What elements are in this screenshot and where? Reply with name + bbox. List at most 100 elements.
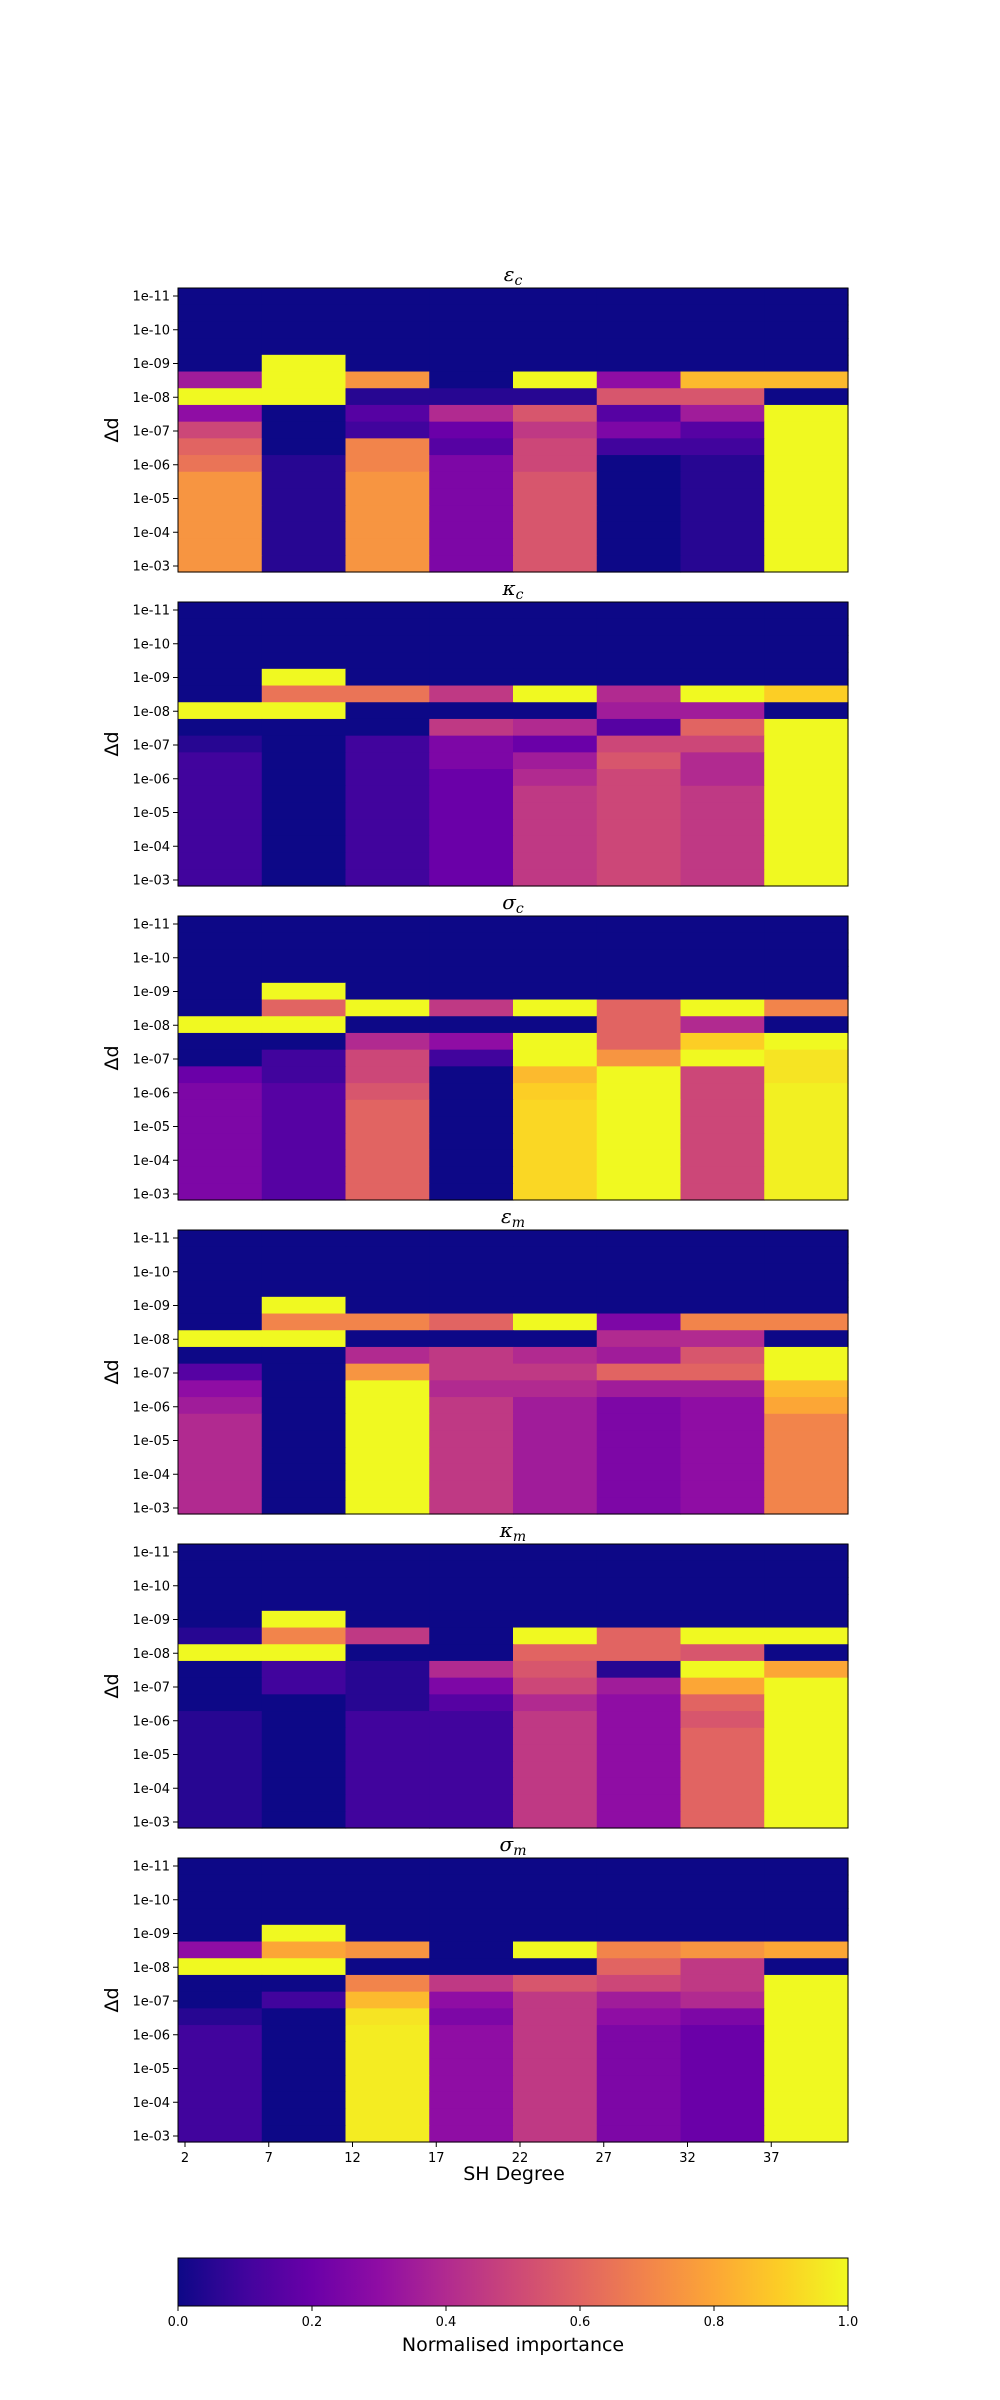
heatmap-cell — [345, 1811, 430, 1829]
panel-frame — [177, 287, 849, 573]
y-tick-label: 1e-04 — [132, 840, 170, 855]
y-tick-label: 1e-10 — [132, 637, 170, 652]
heatmap-cell — [596, 1677, 682, 1695]
heatmap-cell — [178, 932, 263, 951]
heatmap-cell — [513, 1811, 598, 1829]
heatmap-cell — [764, 1049, 849, 1067]
heatmap-cell — [596, 1777, 682, 1796]
y-tick-label: 1e-11 — [132, 290, 170, 305]
heatmap-cell — [429, 1116, 514, 1134]
heatmap-cell — [513, 1263, 598, 1281]
heatmap-cell — [513, 1083, 598, 1101]
heatmap-cell — [345, 2008, 430, 2026]
heatmap-cell — [345, 752, 430, 770]
heatmap-cell — [764, 1280, 849, 1298]
heatmap-cell — [764, 1777, 849, 1796]
heatmap-cell — [596, 2091, 682, 2110]
heatmap-cell — [513, 1544, 598, 1562]
heatmap-cell — [596, 652, 682, 670]
heatmap-cell — [513, 1430, 598, 1448]
heatmap-cell — [513, 718, 598, 737]
heatmap-cell — [429, 999, 514, 1017]
heatmap-cell — [345, 1430, 430, 1448]
y-tick-label: 1e-06 — [132, 1714, 170, 1729]
heatmap-cell — [345, 1577, 430, 1595]
heatmap-cell — [178, 1380, 263, 1398]
heatmap-cell — [178, 916, 263, 934]
x-tick-label: 27 — [595, 2151, 612, 2166]
heatmap-cell — [178, 1280, 263, 1298]
heatmap-cell — [680, 1577, 765, 1595]
heatmap-cell — [261, 769, 347, 787]
heatmap-cell — [261, 602, 347, 620]
heatmap-cell — [764, 288, 849, 306]
heatmap-cell — [178, 835, 263, 854]
heatmap-cell — [261, 1924, 347, 1943]
y-tick-label: 1e-11 — [132, 604, 170, 619]
heatmap-cell — [261, 1230, 347, 1248]
heatmap-cell — [680, 1727, 765, 1746]
heatmap-cell — [513, 1413, 598, 1432]
heatmap-cell — [680, 1447, 765, 1465]
heatmap-cell — [596, 1644, 682, 1662]
heatmap-cell — [764, 354, 849, 373]
heatmap-cell — [764, 1313, 849, 1331]
heatmap-cell — [764, 2108, 849, 2126]
heatmap-cell — [345, 455, 430, 473]
heatmap-cell — [178, 1941, 263, 1959]
heatmap-cell — [764, 1544, 849, 1562]
heatmap-cell — [429, 769, 514, 787]
heatmap-cell — [513, 1230, 598, 1248]
heatmap-cell — [429, 1463, 514, 1482]
heatmap-cell — [429, 354, 514, 373]
heatmap-cell — [261, 1677, 347, 1695]
heatmap-cell — [261, 702, 347, 720]
heatmap-cell — [513, 602, 598, 620]
heatmap-cell — [764, 1133, 849, 1151]
y-axis-label: Δd — [101, 1045, 123, 1070]
heatmap-cell — [345, 371, 430, 389]
heatmap-cell — [513, 1777, 598, 1796]
y-tick-label: 1e-03 — [132, 560, 170, 575]
heatmap-cell — [764, 1066, 849, 1084]
heatmap-cell — [764, 769, 849, 787]
heatmap-cell — [261, 618, 347, 637]
heatmap-cell — [680, 1230, 765, 1248]
heatmap-cell — [178, 1627, 263, 1645]
heatmap-cell — [178, 1032, 263, 1051]
heatmap-cell — [429, 338, 514, 356]
heatmap-cell — [596, 1280, 682, 1298]
heatmap-cell — [596, 1924, 682, 1943]
heatmap-cell — [596, 455, 682, 473]
heatmap-cell — [178, 1761, 263, 1779]
heatmap-cell — [345, 1116, 430, 1134]
heatmap-cell — [596, 321, 682, 339]
heatmap-cell — [764, 1874, 849, 1893]
y-tick-label: 1e-03 — [132, 1816, 170, 1831]
heatmap-cell — [429, 1644, 514, 1662]
heatmap-cell — [680, 1677, 765, 1695]
y-tick-label: 1e-05 — [132, 806, 170, 821]
heatmap-cell — [261, 802, 347, 820]
heatmap-cell — [429, 602, 514, 620]
heatmap-cell — [680, 1908, 765, 1926]
y-tick-label: 1e-07 — [132, 739, 170, 754]
panel-title: σm — [500, 1832, 527, 1859]
heatmap-cell — [680, 1777, 765, 1796]
heatmap-cell — [345, 1891, 430, 1909]
colorbar-tick-label: 0.4 — [436, 2315, 457, 2330]
heatmap-cell — [513, 769, 598, 787]
heatmap-cell — [596, 1380, 682, 1398]
heatmap-cell — [596, 421, 682, 439]
heatmap-cell — [429, 2108, 514, 2126]
heatmap-cell — [596, 1230, 682, 1248]
heatmap-cell — [513, 1363, 598, 1381]
heatmap-cell — [345, 2125, 430, 2143]
heatmap-cell — [429, 1230, 514, 1248]
heatmap-cell — [261, 2008, 347, 2026]
heatmap-cell — [680, 1480, 765, 1498]
heatmap-cell — [429, 1346, 514, 1365]
heatmap-cell — [345, 1908, 430, 1926]
heatmap-cell — [178, 752, 263, 770]
heatmap-cell — [596, 338, 682, 356]
